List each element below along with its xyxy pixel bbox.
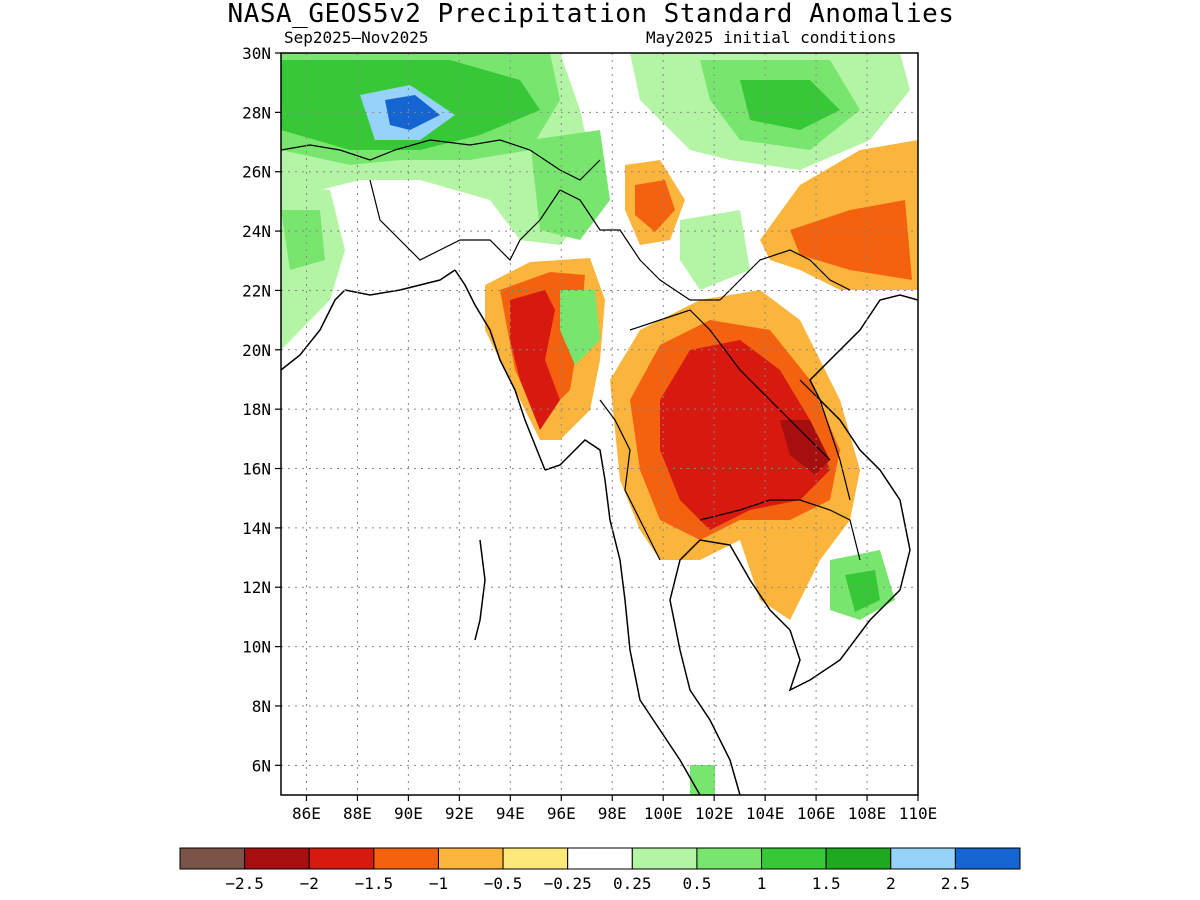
dry-region-myanmar-core <box>510 290 560 430</box>
colorbar-swatch <box>437 847 504 870</box>
lon-tick-label: 100E <box>644 804 683 823</box>
colorbar-swatch <box>696 847 763 870</box>
colorbar-label: −2 <box>300 874 319 893</box>
colorbar-swatch <box>567 847 633 870</box>
border-thailand-laos <box>629 309 831 461</box>
colorbar-swatch <box>502 847 569 870</box>
colorbar-swatch <box>825 847 892 870</box>
colorbar-label: 1.5 <box>812 874 841 893</box>
lon-tick-label: 106E <box>797 804 836 823</box>
lat-tick-label: 14N <box>242 519 271 538</box>
colorbar-label: −0.5 <box>484 874 523 893</box>
border-laos <box>719 249 851 301</box>
wet-region-cambodia-core <box>845 570 880 612</box>
border-northeast-india <box>369 179 561 262</box>
map-grid <box>281 53 918 795</box>
colorbar-swatch <box>179 847 246 870</box>
lon-tick-label: 94E <box>496 804 525 823</box>
dry-region-southeast-china-core <box>790 200 912 280</box>
border-nepal-india <box>281 144 396 161</box>
colorbar-swatch <box>373 847 439 870</box>
map-title: NASA_GEOS5v2 Precipitation Standard Anom… <box>227 0 955 29</box>
colorbar-label: 2 <box>886 874 896 893</box>
colorbar-label: 1 <box>757 874 767 893</box>
colorbar-swatch <box>890 847 956 870</box>
lon-tick-label: 88E <box>343 804 372 823</box>
colorbar-label: 0.25 <box>613 874 652 893</box>
dry-region-indochina-peak <box>780 420 830 475</box>
colorbar-label: 2.5 <box>941 874 970 893</box>
lat-tick-label: 20N <box>242 341 271 360</box>
colorbar-swatch <box>244 847 310 870</box>
lon-tick-label: 92E <box>445 804 474 823</box>
wet-region-laos-north <box>680 210 750 290</box>
colorbar-swatch <box>954 847 1021 870</box>
lon-tick-label: 96E <box>547 804 576 823</box>
colorbar: −2.5 −2 −1.5 −1 −0.5 −0.25 0.25 0.5 1 1.5 2 2.5 <box>179 847 1021 893</box>
longitude-axis: 86E 88E 90E 92E 94E 96E 98E 100E 102E 104E 106E 108… <box>292 795 937 823</box>
map-frame <box>280 52 919 796</box>
lat-tick-label: 18N <box>242 400 271 419</box>
lat-tick-label: 16N <box>242 460 271 479</box>
coastline-bengal-delta <box>344 269 456 296</box>
coastline-gulf-of-thailand <box>669 539 791 795</box>
lat-tick-label: 22N <box>242 281 271 300</box>
wet-region-bengal-west-core <box>281 210 325 270</box>
initial-conditions: May2025 initial conditions <box>646 28 897 47</box>
wet-region-shan <box>560 290 600 365</box>
colorbar-swatch <box>761 847 827 870</box>
lon-tick-label: 110E <box>899 804 938 823</box>
lon-tick-label: 104E <box>746 804 785 823</box>
border-cambodia <box>699 499 861 561</box>
lon-tick-label: 108E <box>848 804 887 823</box>
colorbar-label: −1.5 <box>355 874 394 893</box>
coastline-bangladesh-myanmar <box>454 269 546 471</box>
dry-region-yunnan-core <box>635 180 675 232</box>
latitude-axis: 30N 28N 26N 24N 22N 20N 18N 16N 14N 12N 10N 8N 6N <box>242 44 281 775</box>
coastline-andaman-islands <box>474 539 486 641</box>
lat-tick-label: 8N <box>252 697 271 716</box>
coastline-india-east <box>281 289 346 371</box>
colorbar-label: 0.5 <box>682 874 711 893</box>
lat-tick-label: 26N <box>242 163 271 182</box>
lat-tick-label: 30N <box>242 44 271 63</box>
border-bhutan-tibet <box>394 139 601 181</box>
lat-tick-label: 12N <box>242 578 271 597</box>
colorbar-swatch <box>308 847 375 870</box>
coastline-gulf-of-martaban <box>544 439 606 481</box>
lat-tick-label: 28N <box>242 103 271 122</box>
wet-region-north-myanmar <box>530 130 610 240</box>
lon-tick-label: 90E <box>394 804 423 823</box>
lon-tick-label: 98E <box>598 804 627 823</box>
lon-tick-label: 102E <box>695 804 734 823</box>
lat-tick-label: 6N <box>252 756 271 775</box>
colorbar-label: −1 <box>429 874 448 893</box>
wet-region-malay <box>690 765 715 795</box>
lat-tick-label: 24N <box>242 222 271 241</box>
colorbar-swatch <box>631 847 698 870</box>
coastline-vietnam-south <box>788 589 901 692</box>
wet-anomaly-regions <box>281 53 910 795</box>
wet-region-himalaya-max <box>385 95 440 130</box>
border-thailand-myanmar <box>599 399 661 561</box>
coastline-tenasserim <box>604 479 701 795</box>
anomaly-field <box>281 53 918 795</box>
border-myanmar-china <box>559 189 720 301</box>
lat-tick-label: 10N <box>242 638 271 657</box>
colorbar-label: −2.5 <box>225 874 264 893</box>
country-borders <box>281 139 861 561</box>
lon-tick-label: 86E <box>292 804 321 823</box>
border-vietnam-laos <box>799 379 851 501</box>
forecast-period: Sep2025–Nov2025 <box>284 28 429 47</box>
colorbar-label: −0.25 <box>544 874 592 893</box>
dry-region-indochina-core <box>660 340 830 530</box>
